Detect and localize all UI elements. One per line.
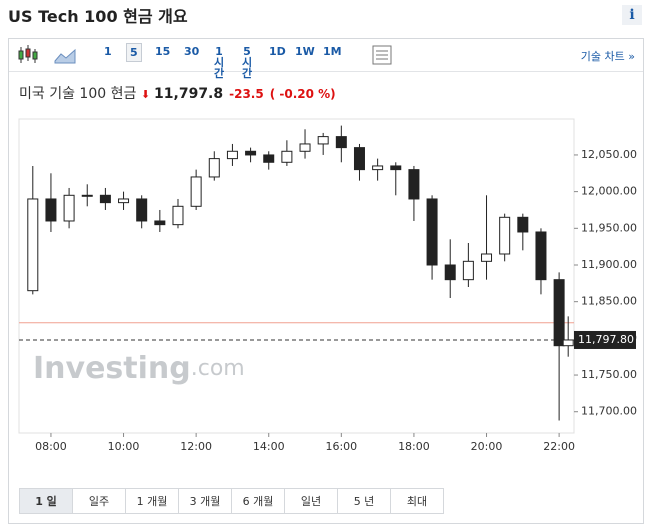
candle-body [462,260,474,281]
candle-body [63,194,75,222]
area-icon[interactable] [51,41,81,71]
candle-body [118,198,130,204]
range-button[interactable]: 1 일 [19,488,73,514]
x-tick-label: 22:00 [543,440,575,453]
title: US Tech 100 현금 개요 [8,7,188,26]
chart-widget: 1 5 15 30 1시간 5시간 1D 1W 1M 기술 차트 » 미국 기술 100 현금 … [8,38,644,524]
candle-body [299,143,311,152]
y-tick-label: 12,050.00 [581,148,637,161]
toolbar: 1 5 15 30 1시간 5시간 1D 1W 1M 기술 차트 » [9,39,643,79]
candle-body [372,165,384,171]
candle-body [190,176,202,207]
interval-button[interactable]: 1시간 [213,45,225,80]
candle-icon[interactable] [15,41,45,71]
candle-body [208,158,220,178]
interval-button[interactable]: 1M [323,45,342,58]
range-button[interactable]: 5 년 [337,488,391,514]
candle-body [154,220,166,226]
y-tick-label: 11,750.00 [581,368,637,381]
candle-body [408,169,420,200]
candle-body [317,136,329,145]
range-button[interactable]: 6 개월 [231,488,285,514]
quote-change-pct: ( -0.20 %) [269,87,336,101]
range-bar: 1 일 일주 1 개월 3 개월 6 개월 일년 5 년 최대 [19,488,444,514]
candle-body [499,216,511,255]
watermark-suffix: .com [191,356,245,381]
quote: 미국 기술 100 현금 ⬇ 11,797.8 -23.5 ( -0.20 %) [19,83,336,103]
candle-body [226,150,238,160]
candle-body [335,136,347,149]
quote-name: 미국 기술 100 현금 [19,86,137,102]
settings-icon[interactable] [371,44,395,68]
candle-body [45,198,57,222]
x-tick-label: 14:00 [253,440,285,453]
x-tick-label: 18:00 [398,440,430,453]
interval-button[interactable]: 1D [269,45,286,58]
candle-body [390,165,402,171]
last-price-box [574,330,636,349]
candle-body [136,198,148,222]
range-button[interactable]: 1 개월 [125,488,179,514]
interval-button[interactable]: 15 [155,45,171,58]
candle-body [553,279,565,347]
last-price-label: 11,797.80 [578,333,634,346]
candle-body [263,154,275,163]
x-tick-label: 16:00 [325,440,357,453]
x-tick-label: 12:00 [180,440,212,453]
interval-button[interactable]: 1 [104,45,112,58]
y-tick-label: 11,950.00 [581,221,637,234]
x-tick-label: 20:00 [471,440,503,453]
plot-frame [18,118,575,434]
candle-body [535,231,547,281]
chart: Investing.com11,700.0011,750.0011,800.00… [18,118,637,453]
interval-button[interactable]: 1W [295,45,315,58]
candle-body [517,216,529,233]
chart-link[interactable]: 기술 차트 » [580,50,635,63]
candle-body [353,147,365,171]
watermark-brand: Investing [33,351,191,386]
candle-body [81,194,93,197]
interval-button[interactable]: 30 [184,45,200,58]
range-button[interactable]: 3 개월 [178,488,232,514]
watermark: Investing.com [33,351,245,386]
candle-body [562,339,574,347]
quote-price: 11,797.8 [154,86,224,102]
candle-body [481,253,493,262]
range-button[interactable]: 일년 [284,488,338,514]
candle-body [172,205,184,226]
candle-body [281,150,293,163]
y-tick-label: 11,850.00 [581,295,637,308]
x-tick-label: 08:00 [35,440,67,453]
interval-button[interactable]: 5 [126,43,142,62]
candle-body [426,198,438,266]
x-tick-label: 10:00 [108,440,140,453]
down-arrow: ⬇ [140,88,151,101]
quote-change: -23.5 [229,87,264,101]
y-tick-label: 12,000.00 [581,185,637,198]
range-button[interactable]: 최대 [390,488,444,514]
interval-button[interactable]: 5시간 [241,45,253,80]
info-button[interactable]: i [622,5,642,25]
candle-body [99,194,111,204]
candle-body [245,150,257,156]
candle-body [27,198,39,292]
range-button[interactable]: 일주 [72,488,126,514]
y-tick-label: 11,700.00 [581,405,637,418]
candle-body [444,264,456,281]
y-tick-label: 11,900.00 [581,258,637,271]
